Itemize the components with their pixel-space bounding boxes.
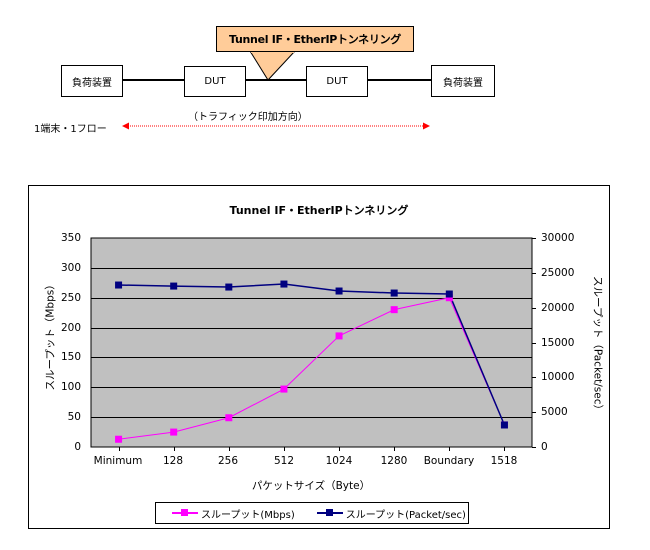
y-tick: 100 (60, 381, 81, 393)
link-dut1-dut2 (245, 79, 306, 81)
dut-1: DUT (184, 66, 246, 97)
x-category: 1280 (380, 455, 408, 467)
legend-item-pps: スループット(Packet/sec) (316, 506, 466, 521)
data-point (500, 421, 508, 429)
x-category: 256 (217, 455, 239, 467)
data-point (445, 290, 453, 298)
y2-tick: 0 (541, 441, 548, 453)
y2-tick: 20000 (541, 302, 575, 314)
y-tick: 300 (60, 262, 81, 274)
tunnel-callout: Tunnel IF・EtherIPトンネリング (216, 26, 414, 52)
x-category: 1024 (325, 455, 353, 467)
y-tick: 150 (60, 351, 81, 363)
data-point (115, 281, 123, 289)
traffic-direction-label: （トラフィック印加方向） (188, 112, 308, 123)
y-tick: 350 (60, 232, 81, 244)
legend-marker-icon (172, 508, 198, 518)
bidirectional-arrow-icon (122, 122, 430, 130)
data-point (335, 332, 343, 340)
y-tick: 250 (60, 292, 81, 304)
data-point (280, 385, 288, 393)
legend-label: スループット(Packet/sec) (345, 509, 466, 521)
callout-text: Tunnel IF・EtherIPトンネリング (229, 33, 401, 46)
link-dut2-load (367, 79, 431, 81)
data-point (115, 435, 123, 443)
data-point (335, 287, 343, 295)
y2-tick: 25000 (541, 267, 575, 279)
y2-axis-title: スループット（Packet/sec） (591, 276, 604, 415)
x-category: 1518 (490, 455, 518, 467)
node-label: 負荷装置 (72, 77, 112, 89)
y2-tick: 10000 (541, 371, 575, 383)
legend-item-mbps: スループット(Mbps) (172, 506, 295, 521)
chart-legend: スループット(Mbps) スループット(Packet/sec) (155, 502, 469, 524)
y-tick: 50 (67, 411, 81, 423)
y-tick: 0 (74, 441, 81, 453)
data-point (225, 414, 233, 422)
legend-label: スループット(Mbps) (201, 509, 295, 521)
y2-tick: 30000 (541, 232, 575, 244)
node-label: DUT (204, 76, 226, 87)
x-axis-title: パケットサイズ（Byte） (251, 480, 371, 492)
data-point (445, 294, 453, 302)
load-generator-left: 負荷装置 (61, 65, 123, 97)
data-point (225, 283, 233, 291)
data-point (390, 289, 398, 297)
data-point (280, 280, 288, 288)
chart-title: Tunnel IF・EtherIPトンネリング (229, 204, 409, 217)
node-label: DUT (326, 76, 348, 87)
data-point (390, 306, 398, 314)
legend-marker-icon (316, 508, 343, 518)
flow-label: 1端末・1フロー (34, 124, 107, 135)
x-category: 512 (273, 455, 295, 467)
x-category: Minimum (93, 455, 143, 467)
link-load-dut1 (122, 79, 184, 81)
y-tick: 200 (60, 322, 81, 334)
y2-tick: 5000 (541, 406, 568, 418)
x-category: Boundary (423, 455, 475, 467)
y2-tick: 15000 (541, 337, 575, 349)
load-generator-right: 負荷装置 (431, 65, 495, 97)
dut-2: DUT (306, 66, 368, 97)
x-category: 128 (162, 455, 184, 467)
node-label: 負荷装置 (443, 77, 483, 89)
data-point (170, 428, 178, 436)
data-point (170, 282, 178, 290)
y-axis-title: スループット（Mbps） (44, 279, 57, 391)
